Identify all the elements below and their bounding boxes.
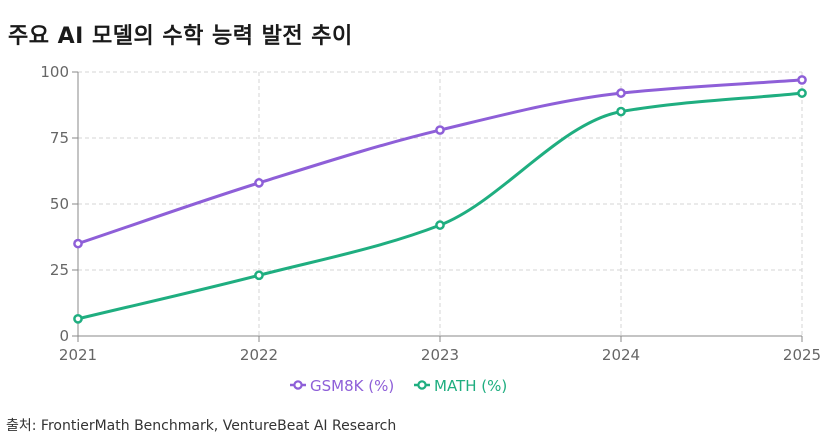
source-note: 출처: FrontierMath Benchmark, VentureBeat …	[6, 418, 397, 434]
legend-marker-gsm8k[interactable]	[293, 380, 303, 390]
chart-title: 주요 AI 모델의 수학 능력 발전 추이	[8, 24, 353, 49]
data-point-math	[73, 313, 83, 324]
legend[interactable]: GSM8K (%) MATH (%)	[290, 377, 507, 395]
x-tick-label: 2023	[421, 346, 459, 364]
series-group	[73, 75, 807, 324]
data-point-math	[254, 270, 264, 281]
data-point-math	[435, 220, 445, 230]
axes: 0 25 50 75 100 2021 2022 2023 2024 2025	[40, 63, 821, 364]
y-tick-label: 50	[50, 195, 69, 213]
y-tick-label: 25	[50, 261, 69, 279]
data-point-gsm8k	[254, 178, 264, 188]
x-tick-label: 2021	[59, 346, 97, 364]
legend-marker-math[interactable]	[417, 380, 427, 390]
y-tick-label: 75	[50, 129, 69, 147]
data-point-gsm8k	[73, 238, 83, 249]
data-point-gsm8k	[435, 125, 445, 135]
x-tick-label: 2025	[783, 346, 821, 364]
y-tick-label: 100	[40, 63, 69, 81]
legend-label-math[interactable]: MATH (%)	[434, 377, 507, 395]
data-point-math	[616, 106, 626, 117]
x-tick-label: 2022	[240, 346, 278, 364]
y-tick-label: 0	[59, 327, 69, 345]
legend-label-gsm8k[interactable]: GSM8K (%)	[310, 377, 394, 395]
data-point-gsm8k	[797, 75, 807, 85]
data-point-math	[797, 88, 807, 98]
data-point-gsm8k	[616, 88, 626, 98]
x-tick-label: 2024	[602, 346, 640, 364]
grid-lines	[78, 71, 803, 336]
